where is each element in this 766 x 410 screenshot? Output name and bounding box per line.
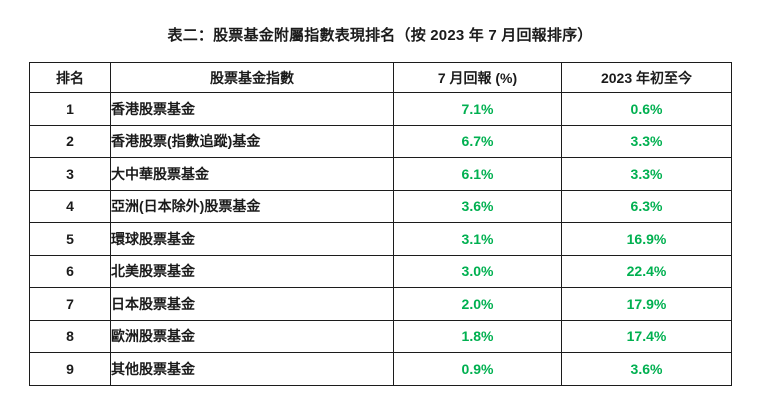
table-header-july-return: 7 月回報 (%): [393, 62, 562, 93]
table-row: 2 香港股票(指數追蹤)基金 6.7% 3.3%: [29, 124, 732, 158]
table-body: 1 香港股票基金 7.1% 0.6% 2 香港股票(指數追蹤)基金 6.7% 3.3% 3 大中華…: [29, 92, 732, 386]
fund-index-cell: 環球股票基金: [110, 222, 394, 256]
july-return-cell: 2.0%: [393, 287, 562, 321]
fund-index-cell: 其他股票基金: [110, 352, 394, 386]
document-page: 表二：股票基金附屬指數表現排名（按 2023 年 7 月回報排序） 排名 股票基…: [29, 0, 732, 386]
fund-index-cell: 北美股票基金: [110, 254, 394, 288]
july-return-cell: 3.6%: [393, 189, 562, 223]
fund-index-cell: 香港股票(指數追蹤)基金: [110, 124, 394, 158]
page-title: 表二：股票基金附屬指數表現排名（按 2023 年 7 月回報排序）: [167, 27, 593, 44]
ytd-cell: 3.6%: [561, 352, 732, 386]
july-return-cell: 7.1%: [393, 92, 562, 126]
table-row: 5 環球股票基金 3.1% 16.9%: [29, 222, 732, 256]
july-return-cell: 3.0%: [393, 254, 562, 288]
ytd-cell: 16.9%: [561, 222, 732, 256]
rank-cell: 8: [29, 319, 111, 353]
ytd-cell: 3.3%: [561, 157, 732, 191]
july-return-cell: 1.8%: [393, 319, 562, 353]
july-return-cell: 6.1%: [393, 157, 562, 191]
table-header-ytd: 2023 年初至今: [561, 62, 732, 93]
table-row: 7 日本股票基金 2.0% 17.9%: [29, 287, 732, 321]
rank-cell: 4: [29, 189, 111, 223]
rank-cell: 5: [29, 222, 111, 256]
july-return-cell: 3.1%: [393, 222, 562, 256]
fund-performance-table: 排名 股票基金指數 7 月回報 (%) 2023 年初至今 1 香港股票基金 7.1…: [29, 62, 732, 386]
rank-cell: 7: [29, 287, 111, 321]
ytd-cell: 0.6%: [561, 92, 732, 126]
table-header-rank: 排名: [29, 62, 111, 93]
table-row: 4 亞洲(日本除外)股票基金 3.6% 6.3%: [29, 189, 732, 223]
table-row: 8 歐洲股票基金 1.8% 17.4%: [29, 319, 732, 353]
ytd-cell: 22.4%: [561, 254, 732, 288]
rank-cell: 1: [29, 92, 111, 126]
july-return-cell: 0.9%: [393, 352, 562, 386]
table-row: 9 其他股票基金 0.9% 3.6%: [29, 352, 732, 386]
table-header-fund-index: 股票基金指數: [110, 62, 394, 93]
ytd-cell: 3.3%: [561, 124, 732, 158]
july-return-cell: 6.7%: [393, 124, 562, 158]
fund-index-cell: 大中華股票基金: [110, 157, 394, 191]
fund-index-cell: 香港股票基金: [110, 92, 394, 126]
fund-index-cell: 日本股票基金: [110, 287, 394, 321]
ytd-cell: 17.9%: [561, 287, 732, 321]
fund-index-cell: 亞洲(日本除外)股票基金: [110, 189, 394, 223]
table-header-row: 排名 股票基金指數 7 月回報 (%) 2023 年初至今: [29, 62, 732, 93]
ytd-cell: 6.3%: [561, 189, 732, 223]
table-row: 1 香港股票基金 7.1% 0.6%: [29, 92, 732, 126]
rank-cell: 3: [29, 157, 111, 191]
ytd-cell: 17.4%: [561, 319, 732, 353]
rank-cell: 6: [29, 254, 111, 288]
rank-cell: 2: [29, 124, 111, 158]
fund-index-cell: 歐洲股票基金: [110, 319, 394, 353]
rank-cell: 9: [29, 352, 111, 386]
table-row: 3 大中華股票基金 6.1% 3.3%: [29, 157, 732, 191]
table-row: 6 北美股票基金 3.0% 22.4%: [29, 254, 732, 288]
